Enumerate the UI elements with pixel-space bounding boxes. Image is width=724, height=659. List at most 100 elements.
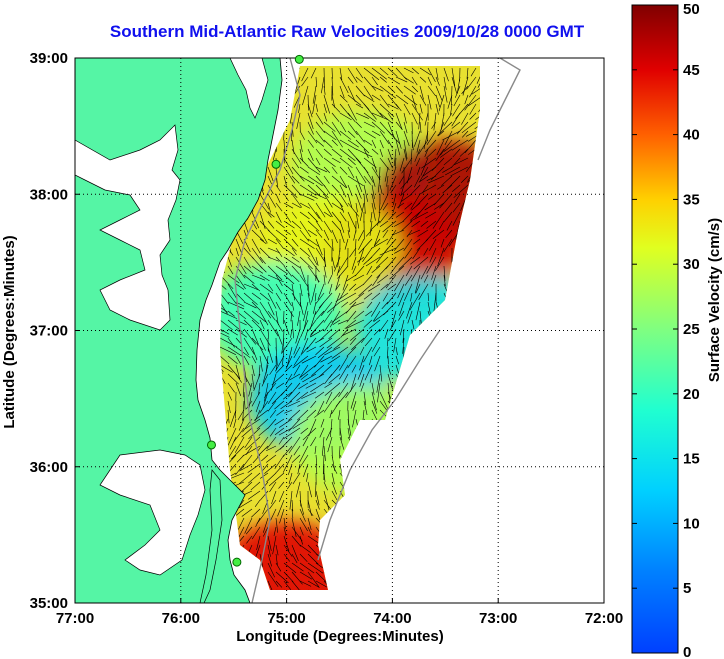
velocity-arrow [227, 346, 244, 358]
velocity-arrow [419, 94, 427, 106]
velocity-arrow [335, 292, 349, 303]
velocity-arrow [244, 517, 253, 534]
velocity-arrow [438, 220, 445, 230]
velocity-arrow [227, 373, 239, 385]
velocity-arrow [283, 319, 290, 335]
velocity-arrow [300, 373, 309, 380]
velocity-arrow [229, 436, 237, 450]
velocity-arrow [329, 283, 333, 294]
velocity-arrow [478, 103, 480, 113]
velocity-arrow [306, 472, 309, 482]
velocity-arrow [297, 310, 301, 326]
velocity-arrow [379, 94, 390, 108]
velocity-arrow [347, 85, 356, 102]
velocity-arrow [429, 247, 437, 263]
velocity-arrow [373, 346, 381, 357]
velocity-arrow [455, 220, 461, 240]
velocity-arrow [363, 166, 374, 183]
velocity-arrow [379, 67, 389, 76]
velocity-arrow [461, 112, 469, 125]
velocity-arrow [423, 247, 429, 256]
velocity-arrow [369, 373, 373, 383]
velocity-arrow [317, 346, 333, 359]
velocity-arrow [293, 364, 301, 376]
velocity-arrow [266, 454, 277, 463]
velocity-arrow [299, 247, 311, 257]
velocity-arrow [288, 472, 293, 485]
velocity-arrow [283, 193, 289, 202]
velocity-arrow [417, 229, 429, 237]
velocity-arrow [402, 337, 405, 354]
velocity-arrow [435, 94, 441, 108]
velocity-arrow [387, 121, 396, 140]
velocity-arrow [403, 67, 414, 74]
velocity-arrow [256, 418, 269, 430]
velocity-arrow [299, 544, 311, 554]
velocity-arrow [287, 346, 293, 367]
velocity-arrow [245, 418, 261, 429]
velocity-arrow [421, 157, 437, 169]
velocity-arrow [331, 400, 341, 415]
velocity-arrow [387, 139, 393, 149]
velocity-arrow [251, 337, 264, 351]
velocity-arrow [379, 85, 396, 99]
velocity-arrow [323, 166, 331, 174]
velocity-arrow [307, 166, 320, 175]
velocity-arrow [312, 85, 317, 104]
velocity-arrow [363, 76, 376, 91]
velocity-arrow [312, 94, 317, 115]
velocity-arrow [395, 103, 402, 112]
velocity-arrow [258, 427, 269, 436]
velocity-arrow [362, 247, 373, 262]
velocity-arrow [291, 454, 301, 463]
velocity-arrow [299, 364, 309, 379]
velocity-arrow [278, 427, 293, 436]
velocity-arrow [317, 400, 325, 415]
velocity-arrow [386, 229, 397, 245]
velocity-arrow [220, 310, 238, 319]
velocity-arrow [393, 337, 397, 353]
velocity-arrow [443, 112, 453, 126]
velocity-arrow [460, 175, 469, 183]
velocity-arrow [447, 94, 453, 109]
velocity-arrow [283, 580, 292, 590]
velocity-arrow [410, 292, 413, 302]
velocity-arrow [315, 220, 323, 231]
velocity-arrow [243, 382, 245, 398]
velocity-arrow [291, 148, 302, 164]
velocity-arrow [306, 337, 317, 350]
velocity-arrow [379, 211, 389, 224]
velocity-arrow [426, 175, 437, 181]
velocity-arrow [355, 148, 373, 158]
velocity-arrow [315, 292, 325, 304]
velocity-arrow [323, 103, 327, 113]
velocity-arrow [258, 382, 261, 395]
velocity-arrow [282, 454, 293, 473]
velocity-arrow [393, 220, 405, 227]
velocity-arrow [406, 301, 413, 319]
y-axis-ticks: 39:00 38:00 37:00 36:00 35:00 [30, 50, 80, 612]
x-axis-label: Longitude (Degrees:Minutes) [236, 628, 444, 645]
velocity-arrow [371, 94, 381, 101]
velocity-arrow [312, 301, 317, 314]
velocity-arrow [389, 175, 397, 191]
velocity-arrow [272, 148, 277, 161]
velocity-arrow [302, 85, 309, 106]
velocity-arrow [275, 301, 281, 311]
velocity-arrow [275, 238, 285, 249]
velocity-arrow [443, 139, 461, 152]
velocity-arrow [315, 580, 328, 588]
velocity-arrow [332, 292, 341, 312]
velocity-arrow [259, 490, 269, 501]
velocity-arrow [331, 481, 337, 495]
velocity-arrow [419, 310, 422, 324]
velocity-arrow [229, 409, 237, 427]
velocity-arrow [420, 265, 429, 280]
velocity-arrow [267, 346, 273, 363]
velocity-arrow [355, 211, 360, 229]
velocity-arrow [371, 238, 389, 249]
velocity-arrow [251, 355, 257, 364]
x-axis-ticks: 77:00 76:00 75:00 74:00 73:00 72:00 [56, 598, 623, 627]
velocity-arrow [227, 310, 235, 317]
velocity-arrow [358, 283, 373, 297]
